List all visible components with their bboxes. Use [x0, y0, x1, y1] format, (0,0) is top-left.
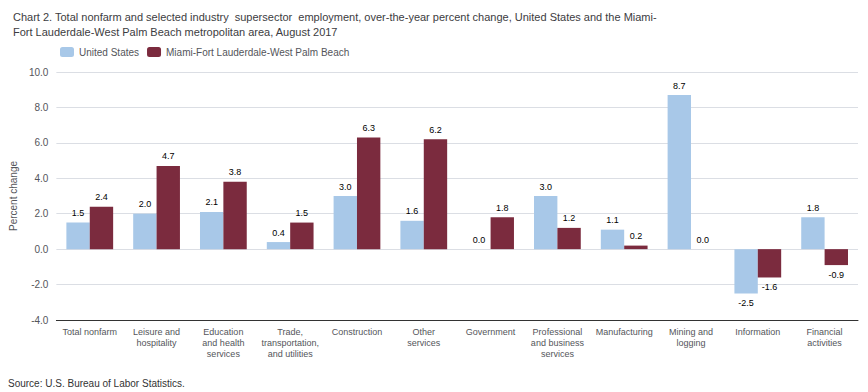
svg-text:1.8: 1.8 — [807, 203, 820, 213]
svg-text:4.0: 4.0 — [34, 173, 48, 184]
svg-text:hospitality: hospitality — [137, 338, 178, 348]
svg-text:1.5: 1.5 — [296, 208, 309, 218]
svg-text:8.7: 8.7 — [673, 81, 686, 91]
svg-text:1.8: 1.8 — [496, 203, 509, 213]
svg-text:2.4: 2.4 — [95, 192, 108, 202]
svg-text:6.0: 6.0 — [34, 137, 48, 148]
svg-text:and utilities: and utilities — [268, 349, 314, 359]
svg-text:Miami-Fort Lauderdale-West Pal: Miami-Fort Lauderdale-West Palm Beach — [166, 47, 349, 58]
svg-text:and business: and business — [531, 338, 585, 348]
svg-text:Other: Other — [413, 327, 436, 337]
svg-text:Financial: Financial — [807, 327, 843, 337]
svg-text:3.0: 3.0 — [339, 182, 352, 192]
svg-text:Manufacturing: Manufacturing — [596, 327, 653, 337]
svg-text:Source: U.S. Bureau of Labor S: Source: U.S. Bureau of Labor Statistics. — [8, 378, 185, 389]
svg-text:8.0: 8.0 — [34, 102, 48, 113]
svg-text:6.3: 6.3 — [362, 123, 375, 133]
svg-text:Leisure and: Leisure and — [133, 327, 180, 337]
svg-text:1.6: 1.6 — [406, 206, 419, 216]
svg-text:-0.9: -0.9 — [829, 270, 845, 280]
svg-text:Education: Education — [203, 327, 243, 337]
svg-text:Total nonfarm: Total nonfarm — [62, 327, 117, 337]
svg-text:Mining and: Mining and — [669, 327, 713, 337]
svg-text:Percent change: Percent change — [8, 161, 19, 231]
svg-text:services: services — [207, 349, 241, 359]
svg-text:0.2: 0.2 — [630, 231, 643, 241]
svg-text:0.0: 0.0 — [34, 244, 48, 255]
svg-text:2.0: 2.0 — [139, 199, 152, 209]
svg-text:3.0: 3.0 — [539, 182, 552, 192]
svg-text:3.8: 3.8 — [229, 167, 242, 177]
svg-text:Trade,: Trade, — [277, 327, 303, 337]
svg-text:0.0: 0.0 — [473, 235, 486, 245]
svg-text:transportation,: transportation, — [261, 338, 319, 348]
svg-text:logging: logging — [676, 338, 705, 348]
svg-text:1.1: 1.1 — [606, 215, 619, 225]
svg-text:-2.5: -2.5 — [738, 298, 754, 308]
svg-text:Chart 2. Total nonfarm and sel: Chart 2. Total nonfarm and selected indu… — [13, 11, 657, 23]
svg-text:-1.6: -1.6 — [762, 282, 778, 292]
svg-text:services: services — [541, 349, 575, 359]
svg-text:2.0: 2.0 — [34, 208, 48, 219]
svg-text:services: services — [407, 338, 441, 348]
svg-text:0.4: 0.4 — [272, 228, 285, 238]
svg-text:United States: United States — [79, 47, 139, 58]
svg-text:-4.0: -4.0 — [31, 315, 49, 326]
svg-text:1.5: 1.5 — [72, 208, 85, 218]
svg-text:Government: Government — [466, 327, 516, 337]
svg-text:Fort Lauderdale-West Palm Beac: Fort Lauderdale-West Palm Beach metropol… — [13, 26, 337, 38]
svg-text:Construction: Construction — [332, 327, 383, 337]
svg-text:-2.0: -2.0 — [31, 279, 49, 290]
svg-text:activities: activities — [807, 338, 842, 348]
svg-text:0.0: 0.0 — [696, 235, 709, 245]
svg-text:4.7: 4.7 — [162, 151, 175, 161]
svg-text:2.1: 2.1 — [205, 197, 218, 207]
svg-text:6.2: 6.2 — [429, 125, 442, 135]
svg-text:Information: Information — [735, 327, 780, 337]
svg-text:10.0: 10.0 — [29, 67, 49, 78]
svg-text:Professional: Professional — [533, 327, 583, 337]
svg-text:1.2: 1.2 — [563, 213, 576, 223]
svg-text:and health: and health — [202, 338, 244, 348]
